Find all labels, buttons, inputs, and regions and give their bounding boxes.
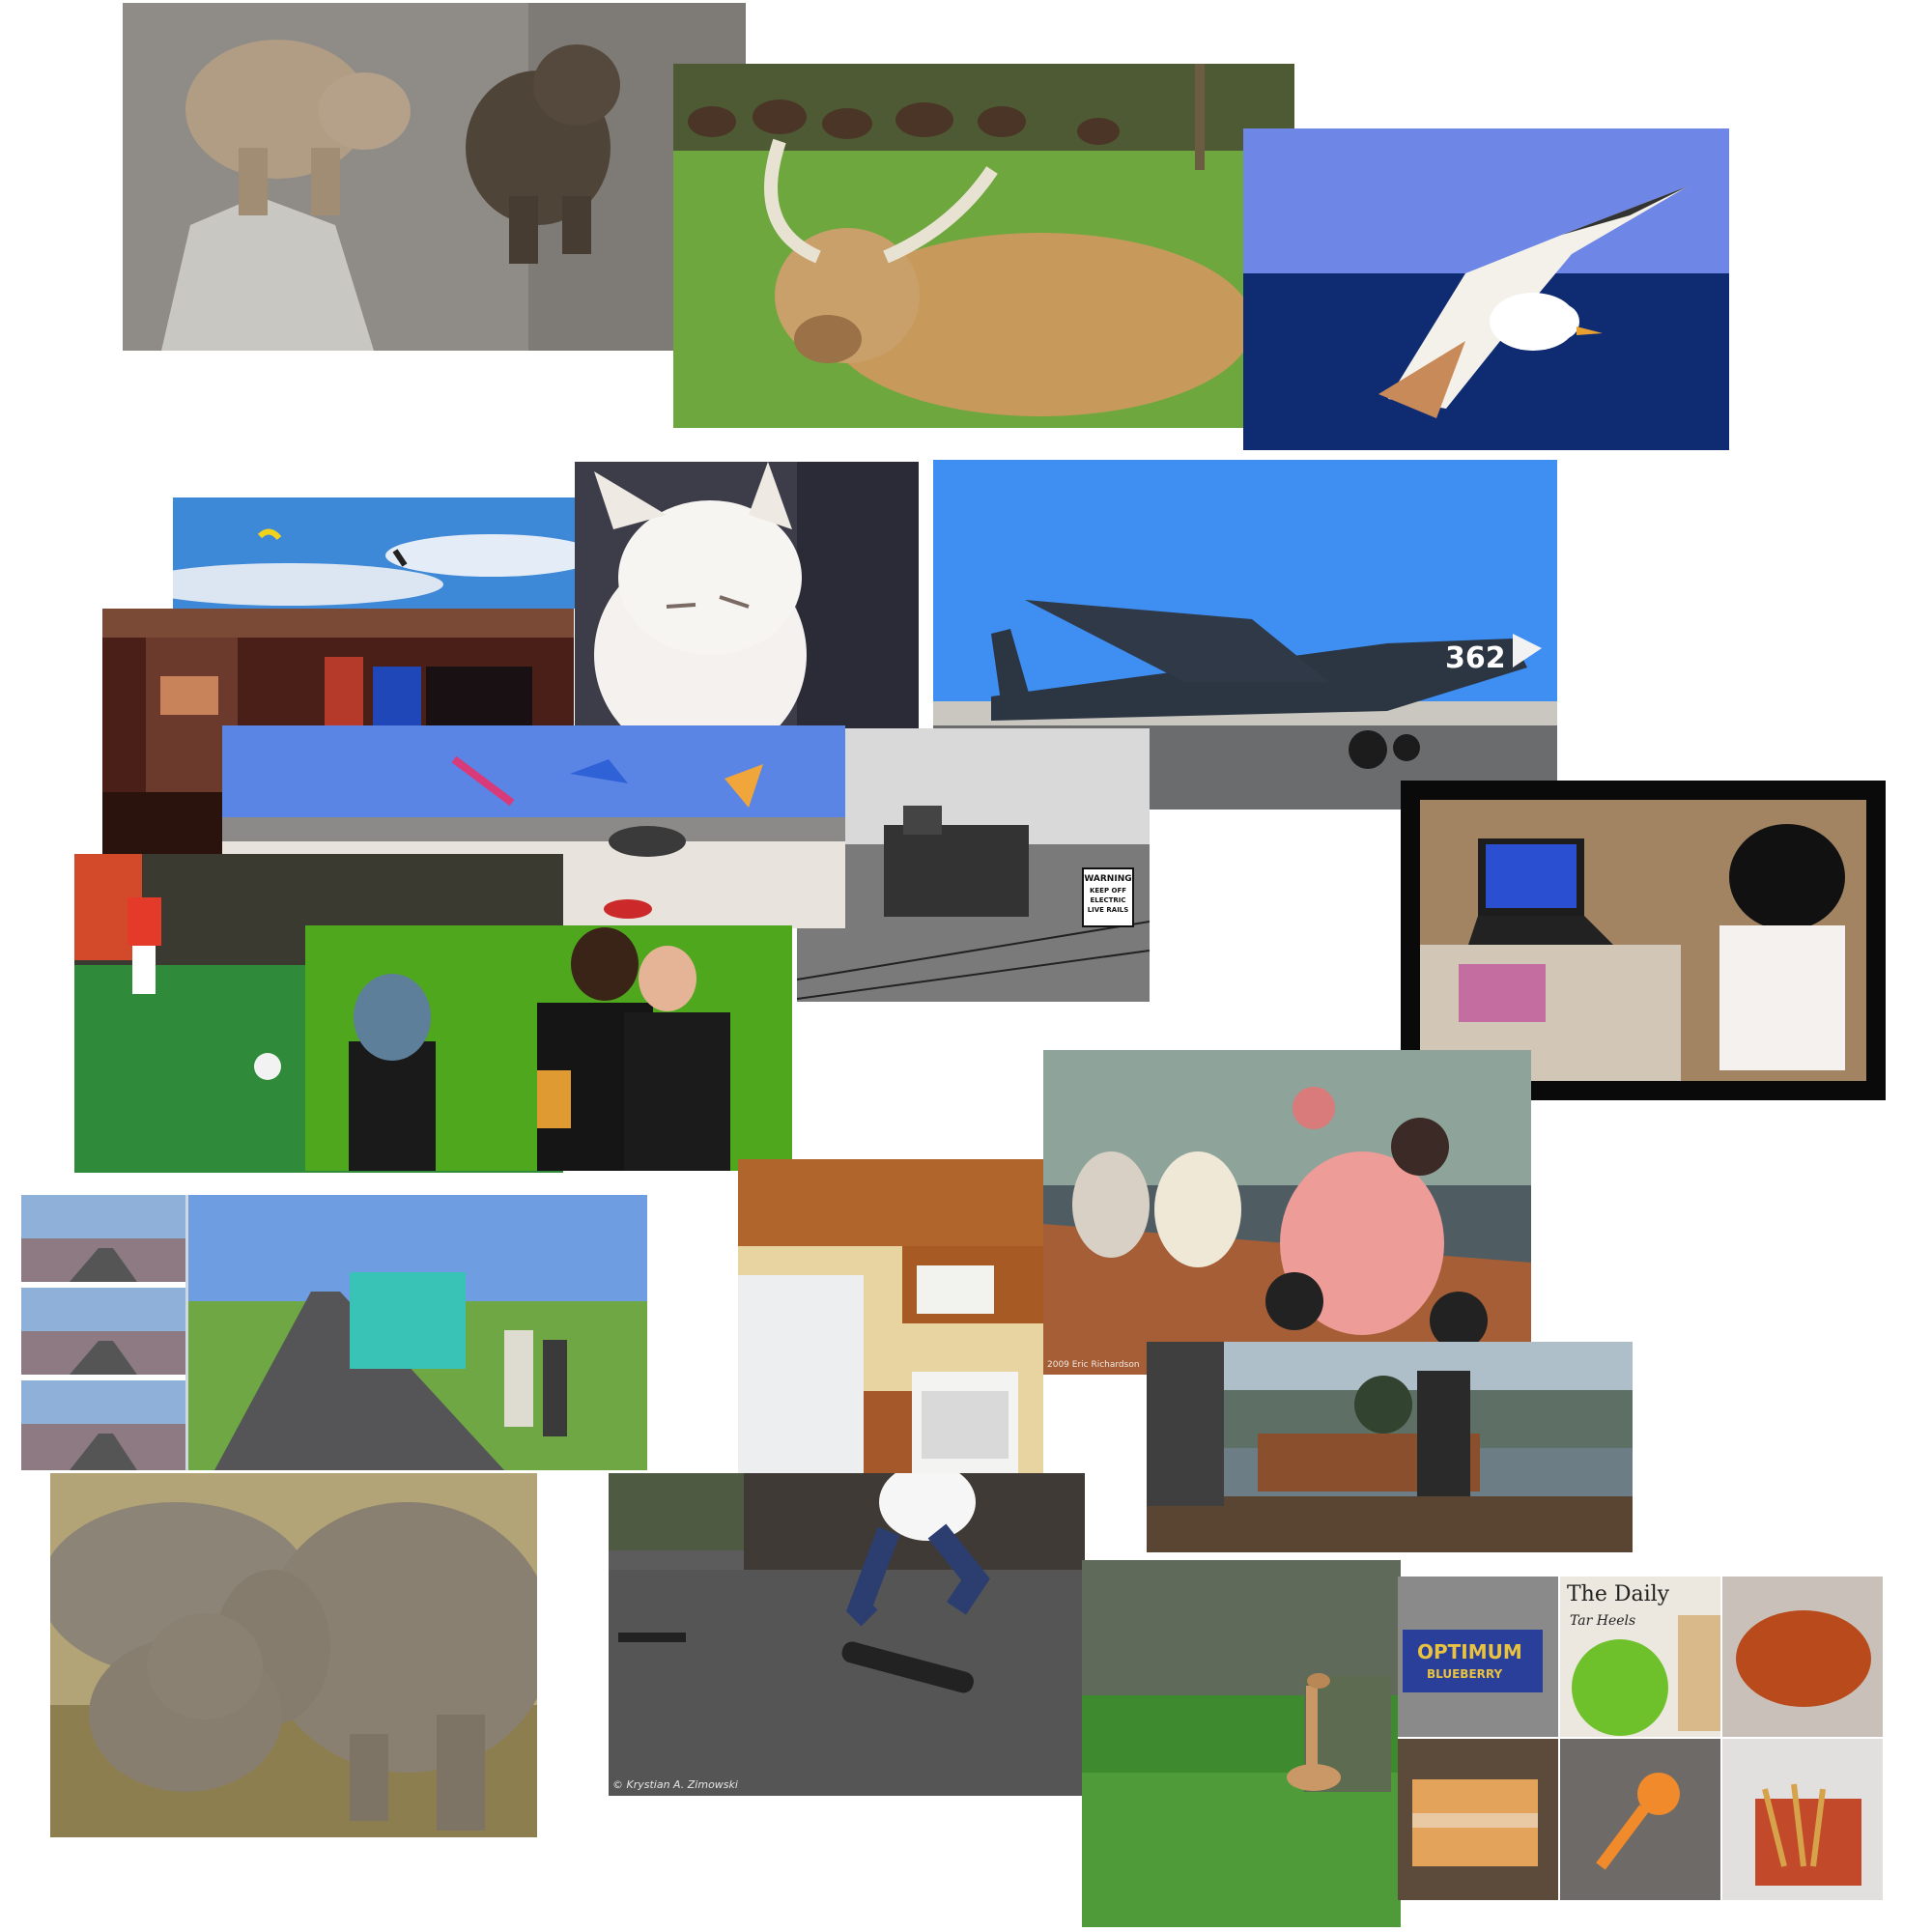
seagull-photo bbox=[1243, 128, 1729, 450]
bench-photo bbox=[1147, 1342, 1633, 1552]
train-sign-line-2: KEEP OFF bbox=[1090, 887, 1126, 895]
newspaper-title: The Daily bbox=[1567, 1582, 1670, 1606]
train-sign-line-4: LIVE RAILS bbox=[1088, 906, 1129, 914]
green-wall-photo bbox=[305, 925, 792, 1171]
elephants-photo bbox=[50, 1473, 537, 1837]
giraffe-photo bbox=[1082, 1560, 1401, 1927]
newspaper-subtitle: Tar Heels bbox=[1570, 1613, 1635, 1629]
child-laptop-photo bbox=[1401, 781, 1886, 1100]
kitchen-photo bbox=[738, 1159, 1043, 1522]
bears-photo bbox=[123, 3, 746, 351]
bus-road-photo bbox=[21, 1195, 647, 1470]
highland-cow-photo bbox=[673, 64, 1294, 428]
train-sign-line-1: WARNING bbox=[1084, 874, 1131, 884]
bar-flavor-text: BLUEBERRY bbox=[1427, 1667, 1502, 1681]
skateboard-photo-credit: © Krystian A. Zimowski bbox=[612, 1778, 738, 1791]
scooters-photo: 2009 Eric Richardson bbox=[1043, 1050, 1531, 1375]
airplane-tail-number: 362 bbox=[1445, 641, 1506, 675]
scooters-photo-credit: 2009 Eric Richardson bbox=[1047, 1360, 1140, 1370]
kites-sky-photo bbox=[173, 497, 588, 609]
train-sign-line-3: ELECTRIC bbox=[1090, 896, 1125, 904]
skateboard-photo: © Krystian A. Zimowski bbox=[609, 1473, 1085, 1796]
bar-brand-text: OPTIMUM bbox=[1417, 1640, 1522, 1663]
food-grid-photo: OPTIMUM BLUEBERRY The Daily Tar Heels bbox=[1398, 1577, 1883, 1900]
kitten-photo bbox=[575, 462, 919, 741]
train-photo: WARNING KEEP OFF ELECTRIC LIVE RAILS bbox=[797, 728, 1150, 1002]
